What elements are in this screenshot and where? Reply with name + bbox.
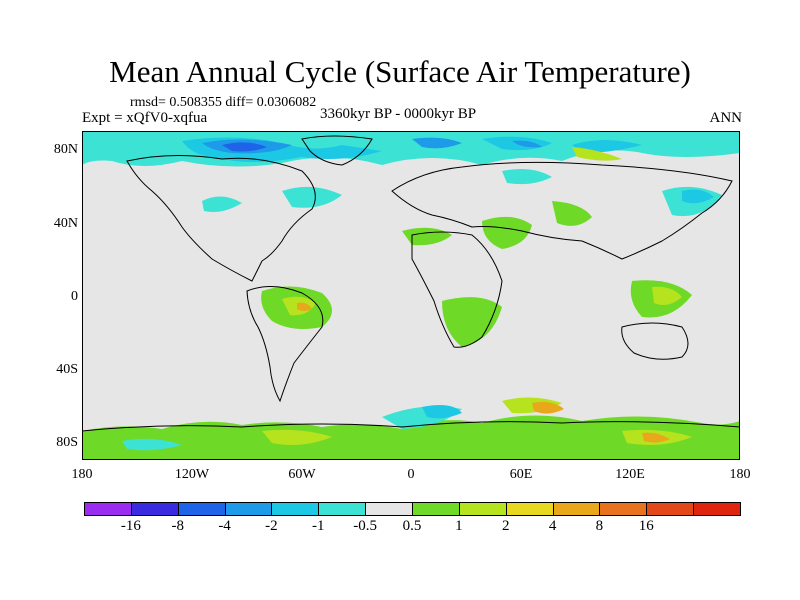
colorbar-segment	[458, 502, 507, 516]
colorbar-label: 4	[548, 518, 557, 534]
colorbar-segment	[693, 502, 741, 516]
colorbar-segment	[84, 502, 132, 516]
lon-label: 180	[729, 467, 751, 482]
eurasia-coast	[391, 161, 733, 260]
colorbar-label: 2	[501, 518, 510, 534]
lat-label: 40S	[56, 362, 78, 377]
colorbar-label: -8	[171, 518, 184, 534]
colorbar-label: -0.5	[353, 518, 378, 534]
colorbar-segment	[412, 502, 460, 516]
colorbar-segment	[177, 502, 226, 516]
colorbar-segment	[365, 502, 413, 516]
colorbar-segment	[318, 502, 367, 516]
lon-label: 60W	[288, 467, 316, 482]
season-label: ANN	[709, 110, 743, 126]
colorbar-segment	[646, 502, 695, 516]
north-america-coast	[126, 154, 316, 282]
colorbar-label: -1	[312, 518, 325, 534]
experiment-label: Expt = xQfV0-xqfua	[82, 110, 208, 126]
antarctica-coast	[82, 421, 740, 432]
greenland-coast	[301, 135, 373, 166]
colorbar-segment	[271, 502, 320, 516]
lon-label: 120W	[174, 467, 210, 482]
colorbar-segment	[552, 502, 601, 516]
colorbar-segment	[505, 502, 554, 516]
map-background	[82, 131, 740, 460]
colorbar-label: 16	[638, 518, 654, 534]
arctic-anomalies	[82, 131, 740, 217]
africa-coast	[411, 231, 503, 348]
south-america-coast	[246, 286, 324, 403]
colorbar-label: 0.5	[402, 518, 422, 534]
colorbar	[84, 502, 741, 516]
period-text: 3360kyr BP - 0000kyr BP	[320, 106, 477, 122]
lon-label: 120E	[615, 467, 645, 482]
map-border	[82, 131, 740, 460]
lat-label: 80N	[53, 142, 78, 157]
colorbar-segment	[130, 502, 179, 516]
coastlines	[82, 135, 740, 432]
plot-title: Mean Annual Cycle (Surface Air Temperatu…	[109, 54, 691, 89]
colorbar-label: -4	[218, 518, 231, 534]
tropical-anomalies	[261, 201, 692, 347]
colorbar-label: -2	[265, 518, 278, 534]
colorbar-segment	[599, 502, 648, 516]
lat-label: 0	[71, 289, 78, 304]
colorbar-label: -16	[120, 518, 141, 534]
lat-label: 80S	[56, 435, 78, 450]
lat-label: 40N	[53, 216, 78, 231]
australia-coast	[621, 322, 689, 360]
colorbar-segment	[224, 502, 273, 516]
stats-text: rmsd= 0.508355 diff= 0.0306082	[130, 95, 317, 110]
lon-label: 180	[71, 467, 93, 482]
temperature-map	[82, 131, 740, 460]
colorbar-label: 1	[455, 518, 463, 534]
lon-label: 0	[407, 467, 415, 482]
colorbar-label: 8	[595, 518, 604, 534]
lon-label: 60E	[509, 467, 533, 482]
